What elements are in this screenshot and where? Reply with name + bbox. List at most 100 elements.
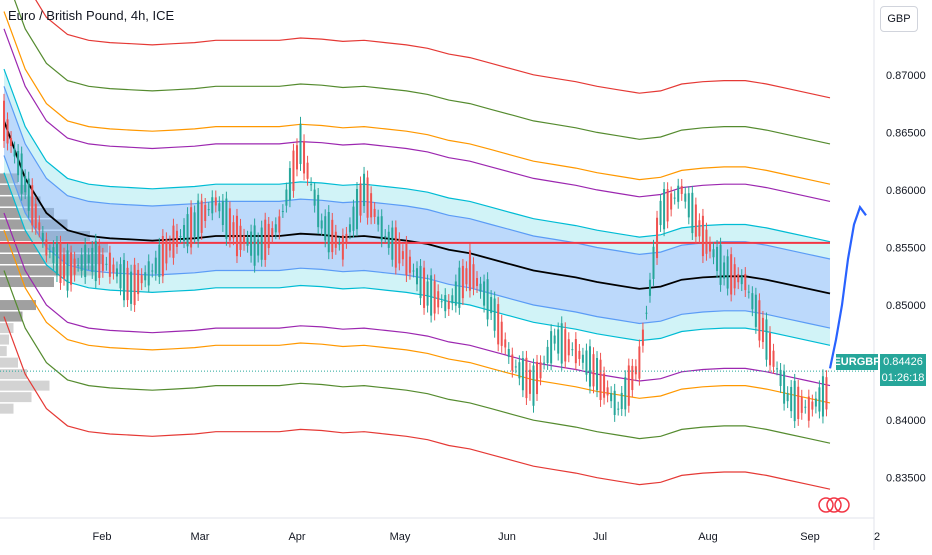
candle-body xyxy=(641,329,644,346)
x-tick-label: Aug xyxy=(698,531,718,543)
candle-body xyxy=(518,362,521,379)
candle-body xyxy=(624,377,627,410)
candle-body xyxy=(264,219,267,260)
candle-body xyxy=(825,377,828,410)
candle-body xyxy=(288,168,291,201)
candle-body xyxy=(267,223,270,249)
volume-profile-bar xyxy=(0,277,54,288)
candle-body xyxy=(45,239,48,256)
candle-body xyxy=(363,173,366,207)
candle-body xyxy=(599,359,602,401)
candle-body xyxy=(698,220,701,237)
candle-body xyxy=(416,268,418,285)
volume-profile-bar xyxy=(0,357,18,368)
candle-body xyxy=(553,335,556,344)
candle-body xyxy=(144,272,147,281)
candle-body xyxy=(303,141,306,174)
candle-body xyxy=(497,304,500,345)
candle-body xyxy=(327,211,330,253)
candle-body xyxy=(440,301,443,303)
candle-body xyxy=(165,239,168,264)
candle-body xyxy=(634,366,637,375)
candle-body xyxy=(797,386,800,420)
candle-body xyxy=(617,408,620,410)
candle-body xyxy=(536,361,539,395)
candle-body xyxy=(412,270,415,272)
upper-band5-line xyxy=(13,0,831,145)
candle-body xyxy=(200,200,203,233)
candle-body xyxy=(585,350,588,375)
candle-body xyxy=(250,231,253,256)
candle-body xyxy=(380,216,383,241)
candle-body xyxy=(631,365,634,391)
upper-band-fill xyxy=(4,69,830,259)
lower-band6-line xyxy=(3,316,831,490)
candle-body xyxy=(63,254,66,279)
volume-profile-bar xyxy=(0,346,7,357)
candle-body xyxy=(472,264,475,289)
candle-body xyxy=(299,123,302,165)
candle-body xyxy=(278,216,281,233)
candle-body xyxy=(3,100,5,142)
candle-body xyxy=(377,216,380,225)
candle-body xyxy=(818,387,821,412)
candle-body xyxy=(726,256,729,289)
candle-body xyxy=(137,269,140,295)
candle-body xyxy=(663,188,666,230)
candle-body xyxy=(610,393,613,402)
candle-body xyxy=(444,295,447,312)
candle-body xyxy=(574,339,577,364)
candle-body xyxy=(557,329,560,354)
currency-button[interactable]: GBP xyxy=(880,6,918,32)
candle-body xyxy=(807,396,810,421)
candle-body xyxy=(66,250,69,291)
candle-body xyxy=(716,246,719,272)
candle-body xyxy=(366,177,369,218)
candle-body xyxy=(504,339,507,348)
candle-body xyxy=(620,392,623,410)
candle-body xyxy=(528,369,531,394)
candle-body xyxy=(295,145,298,170)
last-price-label: 0.84426 xyxy=(880,354,926,370)
candle-body xyxy=(175,230,178,247)
candle-body xyxy=(338,243,341,245)
candle-body xyxy=(228,208,231,241)
candle-body xyxy=(59,242,62,283)
candle-body xyxy=(687,193,690,218)
candle-body xyxy=(73,258,76,275)
volume-profile-bar xyxy=(0,265,95,276)
upper-band1-line xyxy=(3,86,831,260)
candle-body xyxy=(394,227,397,268)
candle-body xyxy=(592,354,595,387)
candle-body xyxy=(730,254,733,295)
candle-body xyxy=(285,189,288,206)
candle-body xyxy=(479,283,482,292)
candle-body xyxy=(776,368,779,370)
candle-body xyxy=(221,200,224,226)
candle-body xyxy=(401,251,404,260)
y-tick-label: 0.83500 xyxy=(886,473,926,485)
candle-body xyxy=(41,232,44,241)
candle-body xyxy=(10,137,13,146)
candle-body xyxy=(48,251,51,253)
candle-body xyxy=(246,237,249,246)
candle-body xyxy=(539,362,542,379)
candle-body xyxy=(257,239,260,256)
candle-body xyxy=(38,222,41,231)
candle-body xyxy=(546,346,549,363)
candle-body xyxy=(437,291,440,308)
candle-body xyxy=(359,183,362,216)
candle-body xyxy=(588,346,591,387)
symbol-title[interactable]: Euro / British Pound, 4h, ICE xyxy=(8,8,175,23)
candle-body xyxy=(55,242,58,276)
candle-body xyxy=(790,386,793,412)
candle-body xyxy=(560,323,563,364)
candle-body xyxy=(500,321,503,346)
candle-body xyxy=(723,262,726,279)
candle-body xyxy=(204,204,207,222)
candle-body xyxy=(235,215,238,257)
candle-body xyxy=(108,252,111,277)
candle-body xyxy=(786,393,789,402)
